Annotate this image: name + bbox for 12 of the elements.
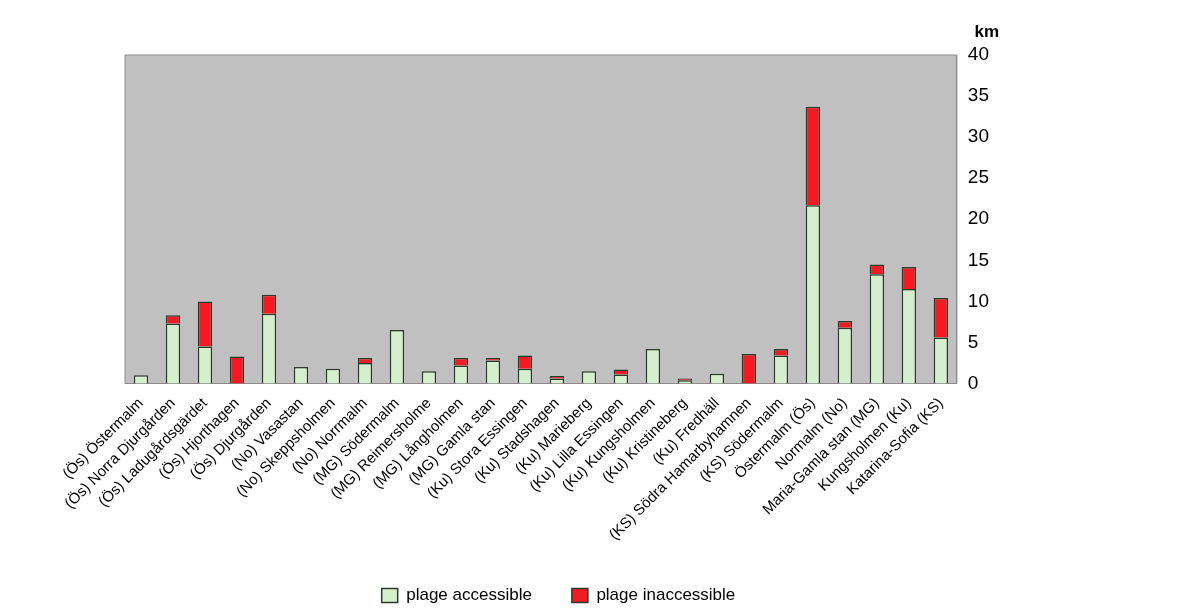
y-tick-label: 15 [967,248,990,270]
legend-label: plage accessible [406,585,532,605]
y-tick-label: 35 [967,84,990,106]
y-tick-label: 30 [967,125,990,147]
y-tick-label: 40 [967,43,990,65]
legend-label: plage inaccessible [596,585,736,605]
y-tick-label: 20 [967,207,990,229]
y-axis-title: km [974,22,1000,42]
y-tick-label: 0 [967,371,979,393]
y-tick-label: 10 [967,289,990,311]
y-tick-label: 5 [967,330,979,352]
y-tick-label: 25 [967,166,990,188]
